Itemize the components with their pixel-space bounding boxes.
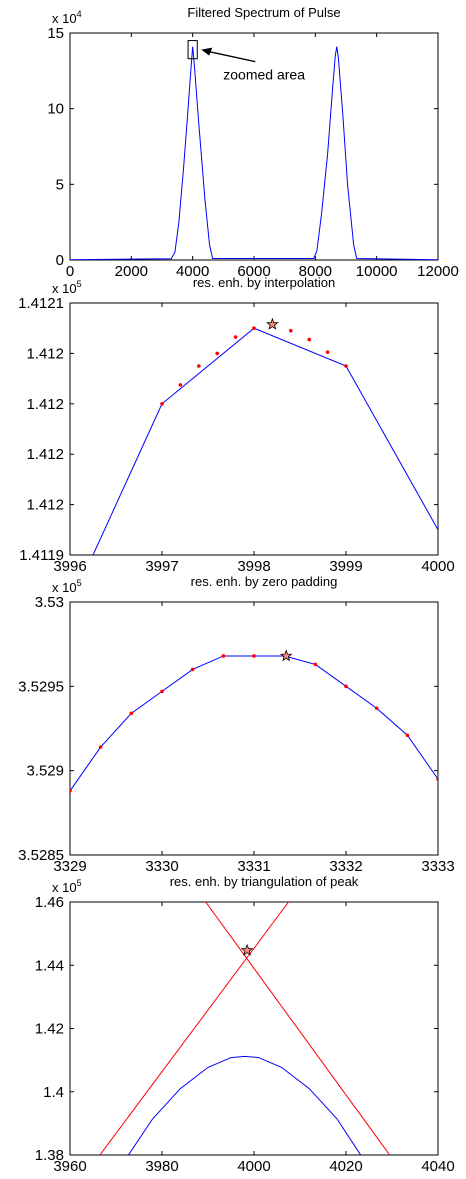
data-point bbox=[374, 706, 379, 711]
y-multiplier: x 105 bbox=[52, 878, 82, 895]
chart-title: res. enh. by zero padding bbox=[191, 574, 338, 589]
data-point bbox=[70, 789, 72, 793]
data-point bbox=[160, 402, 164, 406]
data-point bbox=[221, 654, 226, 658]
y-tick-label: 1.38 bbox=[35, 1147, 64, 1164]
y-tick-label: 1.4 bbox=[43, 1084, 64, 1101]
y-tick-label: 1.4119 bbox=[19, 547, 64, 564]
y-multiplier: x 105 bbox=[52, 279, 82, 296]
chart-title: res. enh. by interpolation bbox=[193, 275, 335, 290]
y-multiplier-exponent: 4 bbox=[77, 9, 82, 19]
x-tick-label: 4020 bbox=[329, 1158, 362, 1175]
x-tick-label: 4000 bbox=[237, 1158, 270, 1175]
x-tick-label: 3330 bbox=[145, 858, 178, 875]
x-tick-label: 3331 bbox=[237, 858, 270, 875]
y-tick-label: 1.46 bbox=[35, 894, 64, 911]
data-point bbox=[344, 684, 348, 689]
y-tick-label: 1.4121 bbox=[18, 295, 64, 312]
axes-box bbox=[69, 901, 439, 1156]
annotation-arrow bbox=[209, 50, 256, 63]
series-line-1 bbox=[70, 46, 438, 260]
x-tick-label: 4000 bbox=[421, 558, 454, 575]
data-point bbox=[325, 350, 330, 354]
y-tick-label: 1.44 bbox=[35, 957, 64, 974]
data-point bbox=[252, 654, 256, 658]
x-tick-label: 12000 bbox=[417, 263, 459, 280]
data-point bbox=[344, 364, 348, 368]
peak-star-marker bbox=[266, 317, 279, 330]
y-tick-label: 3.5285 bbox=[18, 847, 64, 864]
data-point bbox=[436, 777, 438, 781]
y-tick-label: 1.42 bbox=[35, 1021, 64, 1038]
x-tick-label: 3996 bbox=[53, 558, 86, 575]
x-tick-label: 3329 bbox=[53, 858, 86, 875]
data-point bbox=[98, 745, 103, 749]
data-point bbox=[252, 326, 256, 331]
y-tick-label: 3.529 bbox=[26, 763, 64, 780]
y-multiplier: x 105 bbox=[52, 578, 82, 595]
y-tick-label: 1.412 bbox=[26, 446, 64, 463]
plot-area bbox=[92, 322, 438, 555]
y-tick-label: 1.412 bbox=[26, 497, 64, 514]
y-tick-label: 3.5295 bbox=[18, 678, 64, 695]
data-point bbox=[313, 662, 318, 667]
data-point bbox=[197, 364, 201, 368]
x-tick-label: 4040 bbox=[421, 1158, 454, 1175]
series-line-2 bbox=[99, 902, 289, 1155]
data-point bbox=[215, 351, 219, 356]
chart-panel-4: 3960 3980 4000 4020 4040 1.38 1.4 1.42 1.44 1.46 r… bbox=[35, 874, 455, 1175]
data-point bbox=[160, 689, 164, 694]
annotation-arrowhead bbox=[201, 47, 213, 56]
series-line-3 bbox=[205, 902, 391, 1155]
chart-title: Filtered Spectrum of Pulse bbox=[187, 5, 340, 20]
x-tick-label: 2000 bbox=[115, 263, 148, 280]
x-tick-label: 8000 bbox=[299, 263, 332, 280]
y-tick-label: 3.53 bbox=[35, 594, 64, 611]
axes-box bbox=[69, 601, 439, 856]
y-multiplier-exponent: 5 bbox=[77, 279, 82, 289]
x-tick-label: 3980 bbox=[145, 1158, 178, 1175]
series-line-1 bbox=[128, 1055, 362, 1155]
chart-panel-1: 0 2000 4000 6000 8000 10000 12000 0 5 10 15 Filtere… bbox=[47, 5, 459, 280]
y-tick-label: 1.412 bbox=[26, 396, 64, 413]
chart-panel-3: 3329 3330 3331 3332 3333 3.5285 3.529 3.5295 3.5… bbox=[18, 574, 455, 875]
axes-box bbox=[69, 302, 439, 556]
x-tick-label: 10000 bbox=[356, 263, 398, 280]
y-multiplier-exponent: 5 bbox=[77, 878, 82, 888]
x-tick-label: 3960 bbox=[53, 1158, 86, 1175]
annotation-label: zoomed area bbox=[223, 67, 305, 83]
data-point bbox=[178, 383, 183, 387]
x-tick-label: 3333 bbox=[421, 858, 454, 875]
x-tick-label: 3998 bbox=[237, 558, 270, 575]
zoom-box bbox=[187, 40, 198, 60]
plot-area bbox=[70, 654, 438, 793]
peak-star-marker bbox=[279, 649, 293, 662]
x-tick-label: 3999 bbox=[329, 558, 362, 575]
y-tick-label: 5 bbox=[56, 176, 64, 193]
x-tick-label: 4000 bbox=[176, 263, 209, 280]
x-tick-label: 0 bbox=[66, 263, 74, 280]
y-multiplier: x 104 bbox=[52, 9, 82, 26]
chart-title: res. enh. by triangulation of peak bbox=[170, 874, 359, 889]
data-point bbox=[289, 328, 293, 333]
x-tick-label: 3332 bbox=[329, 858, 362, 875]
y-multiplier-exponent: 5 bbox=[77, 578, 82, 588]
x-tick-label: 3997 bbox=[145, 558, 178, 575]
y-tick-label: 0 bbox=[56, 252, 64, 269]
data-point bbox=[307, 337, 312, 342]
plot-area bbox=[70, 46, 438, 260]
y-tick-label: 15 bbox=[47, 25, 64, 42]
series-line-1 bbox=[70, 655, 438, 792]
y-tick-label: 10 bbox=[47, 101, 64, 118]
data-point bbox=[405, 733, 410, 738]
peak-star-marker bbox=[240, 943, 254, 956]
data-point bbox=[233, 335, 238, 339]
chart-panel-2: 3996 3997 3998 3999 4000 1.4119 1.412 1.412 1.41… bbox=[18, 275, 455, 575]
data-point bbox=[129, 711, 134, 716]
data-point bbox=[190, 667, 195, 672]
x-tick-label: 6000 bbox=[237, 263, 270, 280]
y-tick-label: 1.412 bbox=[26, 345, 64, 362]
plot-area bbox=[99, 902, 391, 1155]
